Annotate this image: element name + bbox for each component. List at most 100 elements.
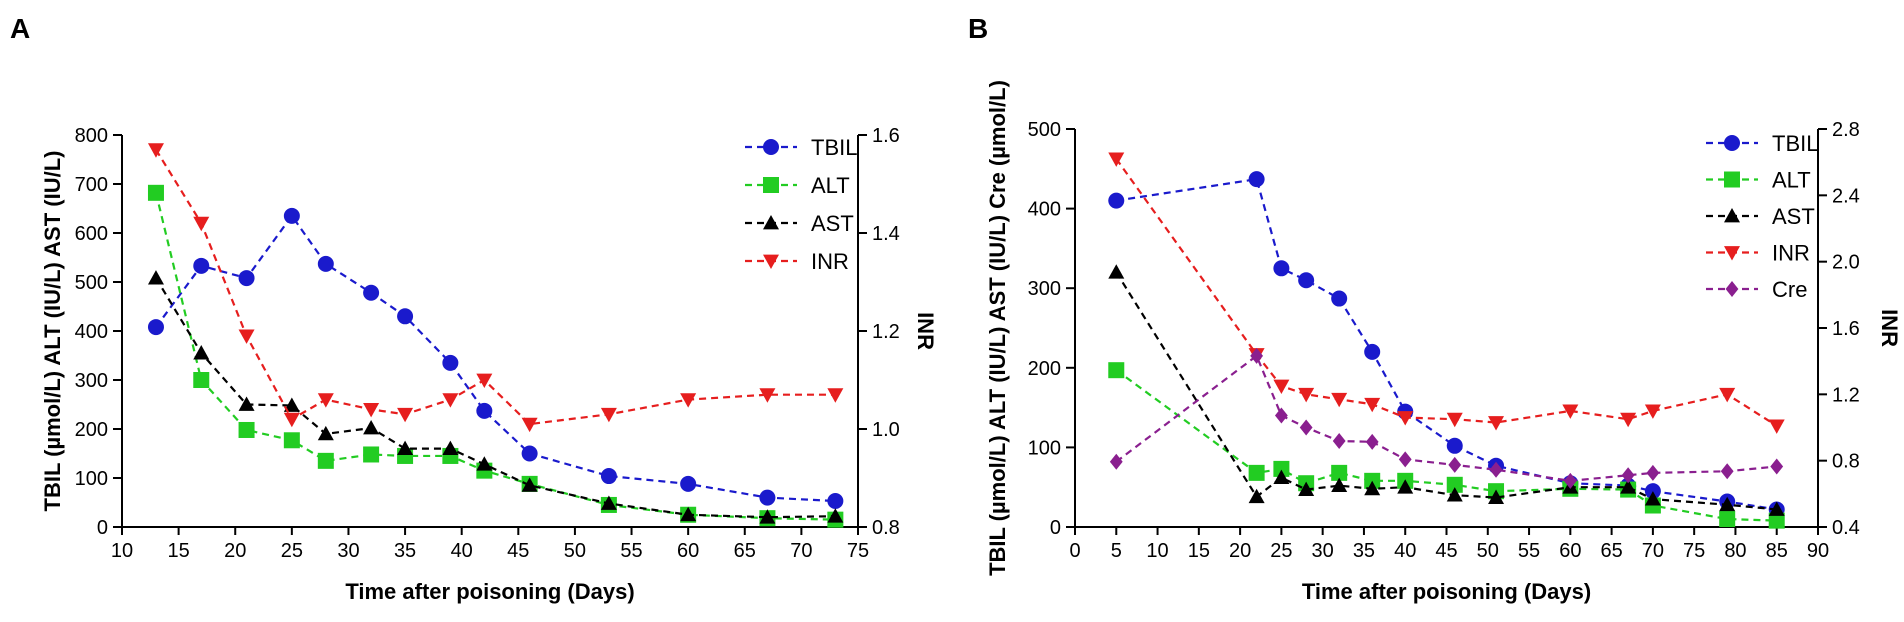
cre-point <box>1448 456 1462 473</box>
x-tick-label: 75 <box>1683 540 1705 562</box>
ast-point <box>363 420 380 435</box>
tbil-point <box>1298 272 1315 289</box>
alt-point <box>1446 476 1463 493</box>
y-tick-label: 800 <box>75 125 108 147</box>
inr-point <box>283 412 300 428</box>
series-ast <box>1108 264 1785 516</box>
tbil-point <box>680 475 697 492</box>
alt-point <box>1273 460 1290 477</box>
inr-point <box>1298 387 1315 403</box>
alt-point <box>147 184 164 201</box>
tbil-point <box>397 308 414 325</box>
y2-tick-label: 0.4 <box>1832 517 1860 539</box>
ast-point <box>1644 491 1661 506</box>
y-tick-label: 0 <box>97 517 108 539</box>
ast-point <box>397 440 414 455</box>
legend-label: INR <box>811 249 849 274</box>
tbil-point <box>1248 171 1265 188</box>
legend-marker <box>1724 246 1740 261</box>
alt-point <box>238 421 255 438</box>
legend-item-inr: INR <box>1706 241 1810 266</box>
inr-point <box>1719 387 1736 403</box>
x-tick-label: 15 <box>1188 540 1210 562</box>
inr-point <box>759 388 776 403</box>
legend-label: Cre <box>1772 277 1807 302</box>
inr-point <box>521 417 538 433</box>
inr-point <box>442 393 459 408</box>
tbil-point <box>283 207 300 224</box>
legend-marker <box>1725 281 1739 297</box>
x-tick-label: 60 <box>677 540 699 562</box>
y-tick-label: 200 <box>75 419 108 441</box>
y-tick-label: 300 <box>1028 278 1061 300</box>
legend-item-alt: ALT <box>745 173 850 198</box>
y2-tick-label: 2.4 <box>1832 185 1860 207</box>
tbil-point <box>238 270 255 287</box>
series-ast <box>147 270 844 524</box>
y-axis-label: TBIL (µmol/L) ALT (IU/L) AST (IU/L) <box>40 151 65 512</box>
y-tick-label: 500 <box>1028 119 1061 141</box>
legend-marker <box>763 139 779 155</box>
y2-tick-label: 1.2 <box>1832 384 1860 406</box>
cre-point <box>1274 407 1288 424</box>
ast-point <box>759 509 776 524</box>
y2-tick-label: 0.8 <box>872 517 900 539</box>
x-tick-label: 55 <box>620 540 642 562</box>
y-tick-label: 200 <box>1028 358 1061 380</box>
x-tick-label: 65 <box>734 540 756 562</box>
tbil-line <box>155 213 836 503</box>
legend-marker <box>1724 135 1740 151</box>
x-tick-label: 0 <box>1069 540 1080 562</box>
ast-point <box>1397 479 1414 494</box>
tbil-point <box>363 284 380 301</box>
cre-point <box>1398 451 1412 468</box>
ast-point <box>680 506 697 522</box>
cre-point <box>1365 433 1379 450</box>
ast-point <box>1248 488 1265 504</box>
inr-point <box>363 403 380 418</box>
x-tick-label: 80 <box>1724 540 1746 562</box>
alt-point <box>363 446 380 463</box>
tbil-point <box>1331 290 1348 307</box>
legend-marker <box>1724 171 1740 188</box>
tbil-point <box>600 468 617 485</box>
ast-point <box>147 270 164 285</box>
y-tick-label: 0 <box>1050 517 1061 539</box>
x-tick-label: 70 <box>1642 540 1664 562</box>
x-axis-label: Time after poisoning (Days) <box>1302 579 1591 604</box>
x-tick-label: 10 <box>1146 540 1168 562</box>
series-tbil <box>147 207 844 510</box>
x-tick-label: 70 <box>790 540 812 562</box>
x-tick-label: 20 <box>224 540 246 562</box>
inr-point <box>1108 152 1125 167</box>
series-inr <box>147 143 844 433</box>
y2-tick-label: 1.6 <box>1832 318 1860 340</box>
cre-point <box>1646 464 1660 481</box>
x-tick-label: 60 <box>1559 540 1581 562</box>
cre-point <box>1489 461 1503 478</box>
legend-label: AST <box>811 211 854 236</box>
alt-point <box>1768 512 1785 529</box>
legend-item-inr: INR <box>745 249 849 274</box>
ast-point <box>1719 496 1736 512</box>
ast-point <box>1273 469 1290 485</box>
x-tick-label: 45 <box>507 540 529 562</box>
y2-axis-label: INR <box>913 312 938 350</box>
panel-letter: B <box>968 13 988 44</box>
legend-item-tbil: TBIL <box>745 135 857 160</box>
ast-point <box>1446 487 1463 502</box>
ast-line <box>1115 271 1777 511</box>
inr-point <box>1488 416 1505 431</box>
y2-tick-label: 0.8 <box>1832 451 1860 473</box>
inr-point <box>1331 392 1348 408</box>
cre-point <box>1332 433 1346 450</box>
legend-marker <box>763 215 779 230</box>
x-tick-label: 65 <box>1600 540 1622 562</box>
inr-point <box>397 407 414 423</box>
x-tick-label: 35 <box>394 540 416 562</box>
x-tick-label: 55 <box>1518 540 1540 562</box>
legend-item-alt: ALT <box>1706 168 1811 193</box>
legend-item-ast: AST <box>1706 204 1815 229</box>
tbil-point <box>827 493 844 510</box>
x-tick-label: 85 <box>1766 540 1788 562</box>
